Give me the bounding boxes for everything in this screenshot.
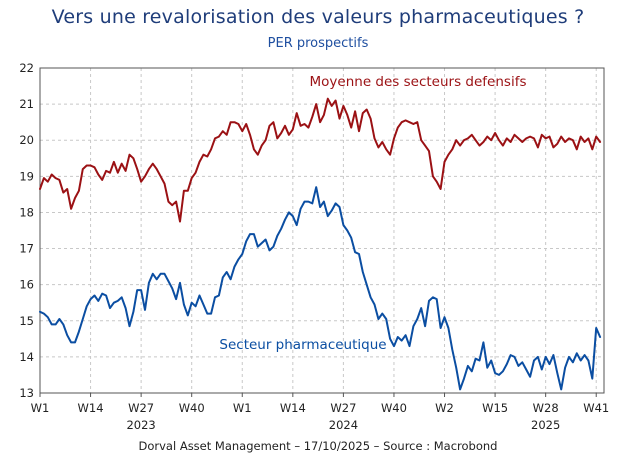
series-line-defensive [39,97,602,223]
series-group [39,97,602,391]
plot-frame [39,67,605,394]
y-tick-label: 19 [19,169,34,183]
series-label-pharma: Secteur pharmaceutique [219,337,386,353]
y-tick-label: 14 [19,350,34,364]
x-tick-label: W41 [583,401,609,415]
x-tick-label: W27 [330,401,356,415]
x-tick-label: W1 [31,401,50,415]
x-axis: W1 W14 W27 W40 W1 W14 W27 W40 W2 W15 W28 W41 2023 202… [31,393,609,432]
x-year-label: 2024 [329,418,358,432]
x-tick-label: W27 [128,401,154,415]
y-tick-label: 18 [19,205,34,219]
y-axis: 13 14 15 16 17 18 19 20 21 22 [19,61,34,400]
x-tick-label: W28 [533,401,559,415]
y-tick-label: 15 [19,314,34,328]
y-tick-label: 22 [19,61,34,75]
y-tick-label: 17 [19,242,34,256]
source-footer: Dorval Asset Management – 17/10/2025 – S… [138,439,498,453]
series-label-defensive: Moyenne des secteurs defensifs [310,74,527,90]
x-tick-label: W1 [233,401,252,415]
x-year-label: 2025 [531,418,560,432]
series-line-pharma [39,186,602,391]
chart-subtitle: PER prospectifs [267,36,369,51]
x-tick-label: W40 [179,401,205,415]
x-year-label: 2023 [126,418,155,432]
chart-title: Vers une revalorisation des valeurs phar… [51,6,585,28]
y-tick-label: 13 [19,386,34,400]
y-tick-label: 16 [19,278,34,292]
y-tick-label: 20 [19,133,34,147]
x-tick-label: W40 [381,401,407,415]
x-tick-label: W15 [482,401,508,415]
x-tick-label: W2 [435,401,454,415]
y-tick-label: 21 [19,97,34,111]
x-tick-label: W14 [78,401,104,415]
x-tick-label: W14 [280,401,306,415]
